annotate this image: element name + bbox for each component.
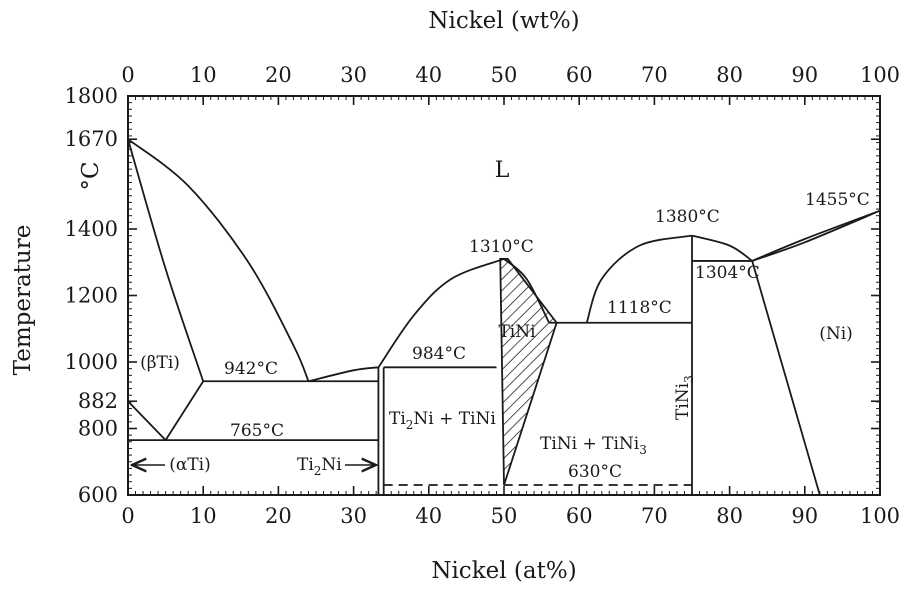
label-1304: 1304°C bbox=[695, 263, 760, 283]
label-1118: 1118°C bbox=[607, 298, 672, 318]
boundary-ni-solvus bbox=[751, 260, 821, 496]
top-tick-label: 30 bbox=[340, 63, 367, 87]
bottom-axis-title: Nickel (at%) bbox=[431, 558, 576, 584]
label-1455: 1455°C bbox=[805, 190, 870, 210]
boundary-solidus-ni bbox=[751, 209, 881, 262]
top-tick-label: 90 bbox=[791, 63, 818, 87]
left-axis-title: Temperature bbox=[10, 225, 36, 376]
label-tini-tini3: TiNi + TiNi3 bbox=[540, 434, 647, 457]
bottom-tick-label: 10 bbox=[190, 504, 217, 528]
label-tini3: TiNi3 bbox=[673, 375, 696, 420]
boundary-liquidus-tini3-right bbox=[691, 234, 753, 262]
label-liquid: L bbox=[495, 158, 510, 183]
major-ticks bbox=[127, 95, 881, 496]
boundary-alpha-beta-right bbox=[164, 380, 204, 441]
bottom-tick-label: 20 bbox=[265, 504, 292, 528]
boundary-liquidus-ti2ni bbox=[308, 366, 379, 383]
label-630: 630°C bbox=[568, 462, 622, 482]
left-tick-label: 1800 bbox=[65, 84, 118, 108]
bottom-tick-label: 60 bbox=[566, 504, 593, 528]
label-alpha-ti: (αTi) bbox=[169, 455, 211, 475]
label-1310: 1310°C bbox=[469, 237, 534, 257]
boundary-liquidus-ti-side bbox=[127, 138, 310, 382]
bottom-tick-label: 0 bbox=[121, 504, 134, 528]
left-tick-label: 1200 bbox=[65, 284, 118, 308]
label-1380: 1380°C bbox=[655, 207, 720, 227]
label-ti2ni: Ti2Ni bbox=[297, 455, 342, 478]
label-765: 765°C bbox=[230, 421, 284, 441]
top-tick-label: 0 bbox=[121, 63, 134, 87]
top-tick-label: 50 bbox=[491, 63, 518, 87]
bottom-tick-label: 30 bbox=[340, 504, 367, 528]
left-tick-label: 600 bbox=[78, 483, 118, 507]
label-ni: (Ni) bbox=[819, 324, 853, 344]
bottom-tick-label: 90 bbox=[791, 504, 818, 528]
top-tick-label: 80 bbox=[716, 63, 743, 87]
top-axis-title: Nickel (wt%) bbox=[428, 8, 579, 34]
boundary-alpha-beta-left bbox=[127, 400, 167, 441]
label-beta-ti: (βTi) bbox=[140, 353, 180, 373]
left-tick-label: 800 bbox=[78, 417, 118, 441]
top-tick-label: 100 bbox=[860, 63, 900, 87]
left-axis-unit: °C bbox=[78, 161, 104, 190]
label-ti2ni-tini: Ti2Ni + TiNi bbox=[389, 409, 496, 432]
tick-labels: 0 10 20 30 40 50 60 70 80 90 1000 10 20 30 40 50 60 70 80 9… bbox=[65, 63, 901, 528]
bottom-tick-label: 70 bbox=[641, 504, 668, 528]
boundary-liquidus-tini-left bbox=[377, 258, 505, 368]
boundary-liquidus-tini3-left bbox=[585, 234, 693, 324]
invariant-lines bbox=[128, 260, 753, 486]
top-tick-label: 70 bbox=[641, 63, 668, 87]
bottom-tick-label: 80 bbox=[716, 504, 743, 528]
bottom-tick-label: 50 bbox=[491, 504, 518, 528]
left-tick-label: 1670 bbox=[65, 127, 118, 151]
phase-boundaries bbox=[127, 138, 881, 496]
bottom-tick-label: 100 bbox=[860, 504, 900, 528]
boundary-beta-solidus bbox=[127, 138, 205, 382]
top-tick-label: 20 bbox=[265, 63, 292, 87]
bottom-tick-label: 40 bbox=[415, 504, 442, 528]
left-tick-label: 882 bbox=[78, 389, 118, 413]
label-tini: TiNi bbox=[498, 322, 536, 342]
top-tick-label: 60 bbox=[566, 63, 593, 87]
top-tick-label: 40 bbox=[415, 63, 442, 87]
left-tick-label: 1000 bbox=[65, 350, 118, 374]
left-tick-label: 1400 bbox=[65, 217, 118, 241]
top-tick-label: 10 bbox=[190, 63, 217, 87]
label-984: 984°C bbox=[412, 344, 466, 364]
label-942: 942°C bbox=[224, 359, 278, 379]
